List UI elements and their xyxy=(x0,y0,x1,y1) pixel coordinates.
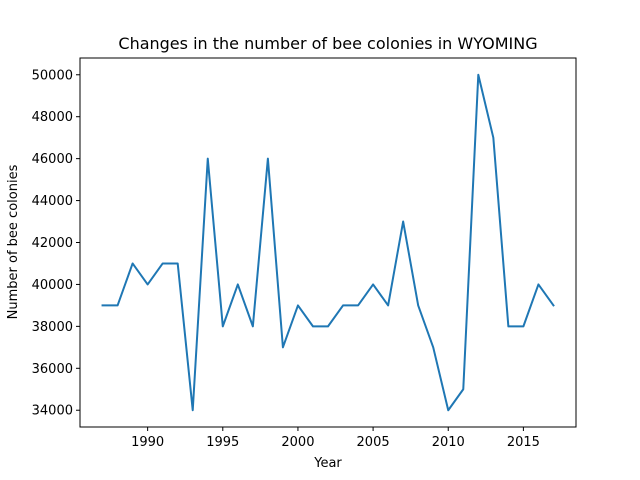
y-tick-label: 46000 xyxy=(32,152,73,167)
y-tick-label: 40000 xyxy=(32,278,73,293)
y-tick-label: 38000 xyxy=(32,320,73,335)
x-tick-label: 1990 xyxy=(131,435,164,450)
x-tick-label: 2015 xyxy=(507,435,540,450)
y-tick-label: 44000 xyxy=(32,194,73,209)
y-tick-label: 48000 xyxy=(32,110,73,125)
x-tick-label: 2010 xyxy=(432,435,465,450)
x-axis-label: Year xyxy=(313,456,342,471)
x-tick-label: 2000 xyxy=(281,435,314,450)
x-tick-label: 1995 xyxy=(206,435,239,450)
y-tick-label: 34000 xyxy=(32,404,73,419)
x-axis-ticks: 1990 1995 2000 2005 2010 2015 xyxy=(131,427,540,450)
series-line xyxy=(101,73,555,412)
y-tick-label: 50000 xyxy=(32,68,73,83)
y-axis-ticks: 34000 36000 38000 40000 42000 44000 46000 48000… xyxy=(32,68,80,419)
x-tick-label: 2005 xyxy=(357,435,390,450)
y-tick-label: 36000 xyxy=(32,362,73,377)
chart-title: Changes in the number of bee colonies in… xyxy=(118,34,537,53)
y-tick-label: 42000 xyxy=(32,236,73,251)
y-axis-label: Number of bee colonies xyxy=(6,164,21,319)
series-layer xyxy=(101,73,555,412)
